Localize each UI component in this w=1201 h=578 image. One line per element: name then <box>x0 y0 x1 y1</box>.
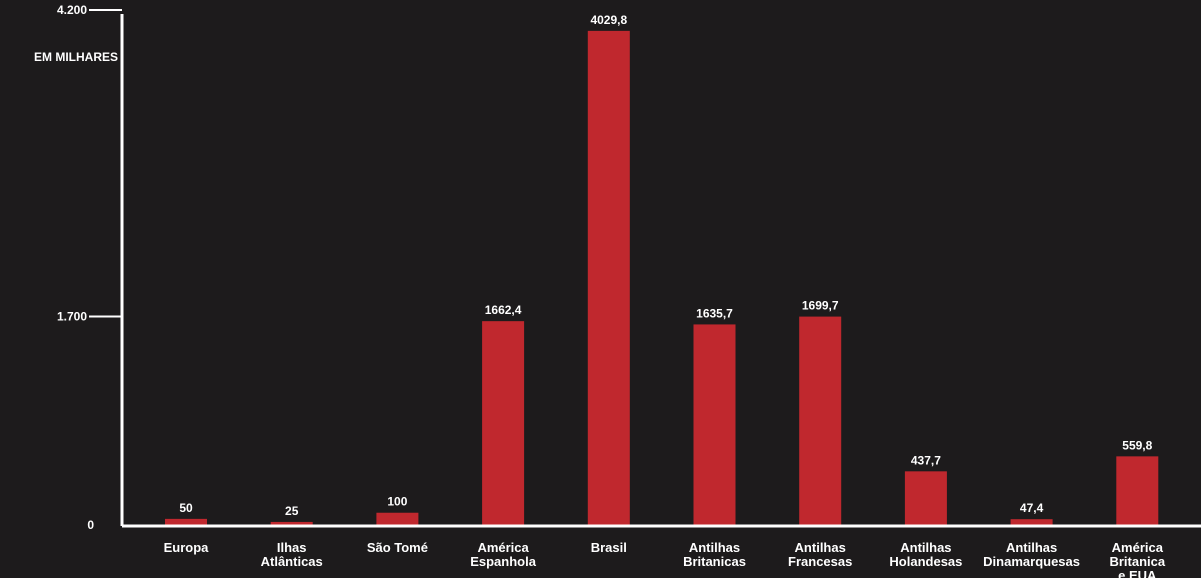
bar-8 <box>1010 519 1053 525</box>
bars-group <box>165 30 1159 526</box>
bar-0 <box>165 518 207 525</box>
value-label-6: 1699,7 <box>802 299 839 313</box>
category-label-2: São Tomé <box>367 540 428 555</box>
category-label-1: Ilhas Atlânticas <box>261 540 323 569</box>
category-label-8-line-0: Antilhas <box>1006 540 1057 555</box>
value-label-5: 1635,7 <box>696 306 733 320</box>
bar-3 <box>482 321 525 525</box>
bar-9 <box>1116 456 1159 525</box>
y-tick-label-1: 1.700 <box>57 310 87 324</box>
value-label-9: 559,8 <box>1122 438 1152 452</box>
category-label-0-line-0: Europa <box>164 540 210 555</box>
category-label-8: Antilhas Dinamarquesas <box>983 540 1080 569</box>
y-tick-label-0: 0 <box>87 518 94 532</box>
value-label-0: 50 <box>179 501 193 515</box>
category-label-7-line-1: Holandesas <box>889 554 962 569</box>
value-label-4: 4029,8 <box>590 13 627 27</box>
category-label-3-line-1: Espanhola <box>470 554 537 569</box>
bar-1 <box>270 521 313 525</box>
bar-6 <box>799 316 842 525</box>
bar-4 <box>587 30 630 526</box>
category-label-7-line-0: Antilhas <box>900 540 951 555</box>
category-label-7: Antilhas Holandesas <box>889 540 962 569</box>
category-label-0: Europa <box>164 540 210 555</box>
bar-5 <box>693 324 736 525</box>
category-label-8-line-1: Dinamarquesas <box>983 554 1080 569</box>
category-label-6: Antilhas Francesas <box>788 540 852 569</box>
category-label-9: América Britanica e EUA <box>1109 540 1165 578</box>
bar-7 <box>904 471 947 525</box>
category-label-5-line-1: Britanicas <box>683 554 746 569</box>
value-label-1: 25 <box>285 504 299 518</box>
value-label-2: 100 <box>387 495 407 509</box>
category-label-5-line-0: Antilhas <box>689 540 740 555</box>
category-label-1-line-0: Ilhas <box>277 540 307 555</box>
category-label-3: América Espanhola <box>470 540 537 569</box>
value-label-3: 1662,4 <box>485 303 522 317</box>
bar-2 <box>376 512 419 525</box>
category-label-9-line-0: América <box>1112 540 1164 555</box>
y-unit-label: EM MILHARES <box>34 50 118 64</box>
category-label-1-line-1: Atlânticas <box>261 554 323 569</box>
category-label-3-line-0: América <box>477 540 529 555</box>
category-label-6-line-1: Francesas <box>788 554 852 569</box>
value-label-8: 47,4 <box>1020 501 1044 515</box>
category-label-9-line-2: e EUA <box>1118 568 1157 578</box>
category-label-2-line-0: São Tomé <box>367 540 428 555</box>
category-label-4: Brasil <box>591 540 627 555</box>
value-labels-group: 50 25 100 1662,4 4029,8 1635,7 1699,7 437,7 47,4… <box>179 13 1152 518</box>
category-label-4-line-0: Brasil <box>591 540 627 555</box>
category-label-9-line-1: Britanica <box>1109 554 1165 569</box>
y-tick-label-2: 4.200 <box>57 3 87 17</box>
category-label-5: Antilhas Britanicas <box>683 540 746 569</box>
category-label-6-line-0: Antilhas <box>795 540 846 555</box>
y-ticks-group: 0 1.700 4.200 <box>57 3 122 532</box>
value-label-7: 437,7 <box>911 453 941 467</box>
